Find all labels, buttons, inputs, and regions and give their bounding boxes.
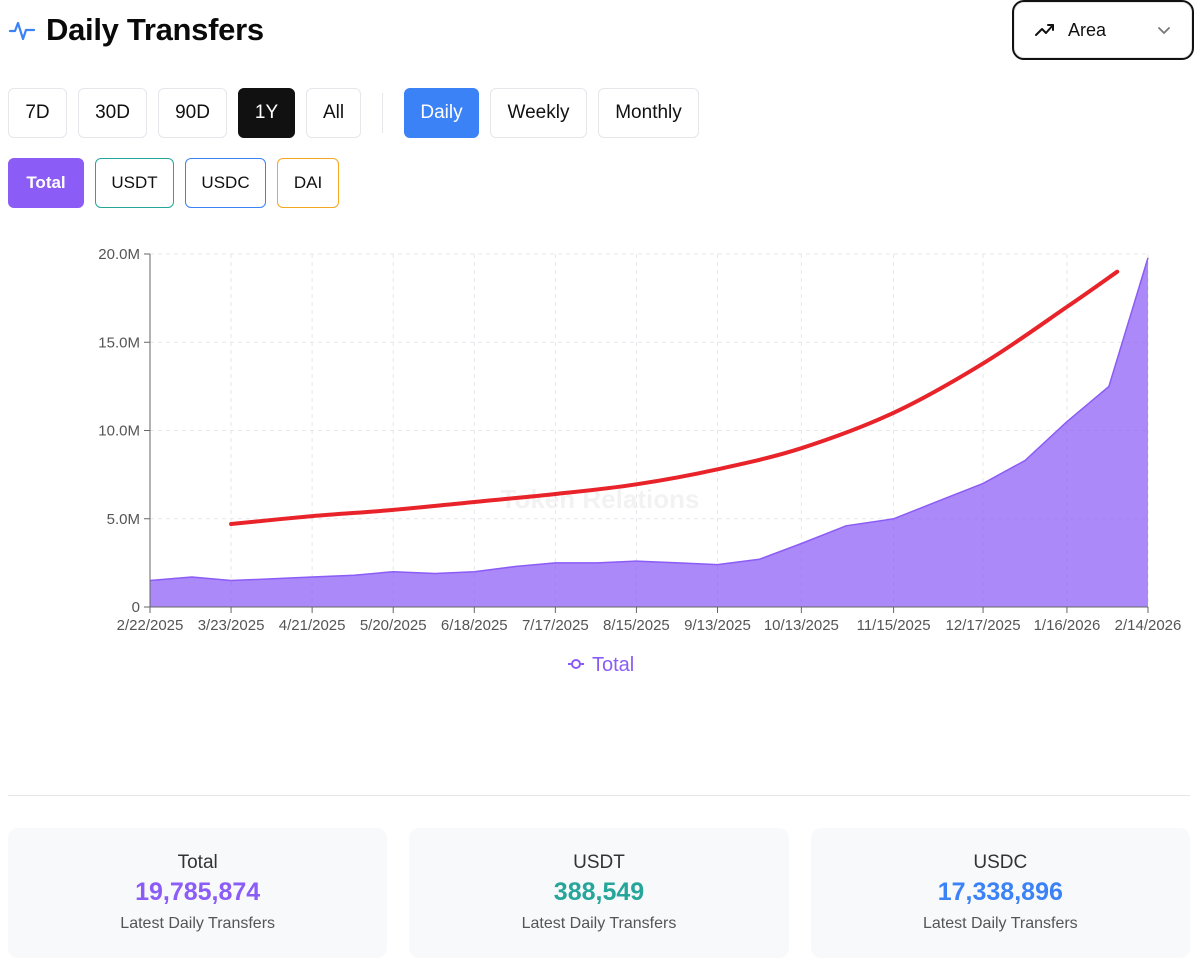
chart-trend-layer [229,269,1120,526]
header: Daily Transfers Area [8,0,1194,64]
interval-button-daily[interactable]: Daily [404,88,479,138]
series-button-total[interactable]: Total [8,158,84,208]
series-toggle-row: Total USDT USDC DAI [8,158,350,208]
x-tick-label: 9/13/2025 [684,617,751,634]
trend-line [229,269,1120,526]
interval-button-weekly[interactable]: Weekly [490,88,587,138]
x-tick-label: 11/15/2025 [857,617,931,634]
stat-caption: Latest Daily Transfers [521,915,677,932]
x-tick-label: 10/13/2025 [764,617,839,634]
stat-label: USDT [573,852,625,873]
chart-type-select[interactable]: Area [1012,0,1194,60]
range-button-7d[interactable]: 7D [8,88,67,138]
stat-card-usdt: USDT 388,549 Latest Daily Transfers [409,828,789,958]
interval-button-monthly[interactable]: Monthly [598,88,699,138]
stat-value: 17,338,896 [937,878,1063,906]
x-tick-label: 5/20/2025 [360,617,427,634]
range-button-90d[interactable]: 90D [158,88,227,138]
area-fill-total [150,257,1148,607]
toolbar-divider [382,93,383,133]
y-tick-label: 20.0M [98,246,140,263]
y-tick-label: 15.0M [98,334,140,351]
range-button-1y[interactable]: 1Y [238,88,295,138]
stat-card-usdc: USDC 17,338,896 Latest Daily Transfers [810,828,1190,958]
x-tick-label: 4/21/2025 [279,617,346,634]
x-tick-label: 3/23/2025 [198,617,265,634]
daily-transfers-chart: Token Relations 05.0M10.0M15.0M20.0M2/22… [98,246,1181,676]
x-tick-label: 2/14/2026 [1115,617,1182,634]
x-tick-label: 12/17/2025 [946,617,1021,634]
y-tick-label: 10.0M [98,423,140,440]
x-tick-label: 2/22/2025 [117,617,184,634]
legend-entry-total[interactable]: Total [592,654,634,676]
stat-label: USDC [973,852,1028,873]
page-title: Daily Transfers [46,12,264,47]
range-button-30d[interactable]: 30D [78,88,147,138]
stat-caption: Latest Daily Transfers [922,915,1078,932]
stat-label: Total [177,852,218,873]
stat-caption: Latest Daily Transfers [120,915,276,932]
x-tick-label: 1/16/2026 [1034,617,1101,634]
stat-card-total: Total 19,785,874 Latest Daily Transfers [8,828,388,958]
chart-axes: 0 5.0M 10.0M 15.0M 20.0M 2/22/2025 3/23/2025 4/… [98,246,1181,634]
section-divider [8,795,1190,796]
title-wrap: Daily Transfers [8,12,264,48]
y-tick-label: 5.0M [107,511,140,528]
stats-cards: Total 19,785,874 Latest Daily Transfers … [8,828,1190,958]
chart-type-value: Area [1068,19,1107,40]
x-tick-label: 8/15/2025 [603,617,670,634]
x-tick-label: 6/18/2025 [441,617,508,634]
chart-area-layer [149,257,1149,607]
series-button-usdt[interactable]: USDT [95,158,174,208]
x-tick-label: 7/17/2025 [522,617,589,634]
range-button-all[interactable]: All [306,88,361,138]
chevron-down-icon [1158,27,1170,34]
stat-value: 388,549 [553,878,645,906]
area-line-total [149,257,1149,582]
legend-marker-icon [571,659,581,669]
series-button-dai[interactable]: DAI [277,158,339,208]
range-interval-toolbar: 7D 30D 90D 1Y All Daily Weekly Monthly [8,88,710,138]
activity-pulse-icon [8,21,36,41]
y-tick-label: 0 [132,599,140,616]
stat-value: 19,785,874 [135,878,261,906]
trending-up-icon [1035,24,1054,36]
series-button-usdc[interactable]: USDC [185,158,266,208]
chart-legend[interactable]: Total [568,654,634,676]
